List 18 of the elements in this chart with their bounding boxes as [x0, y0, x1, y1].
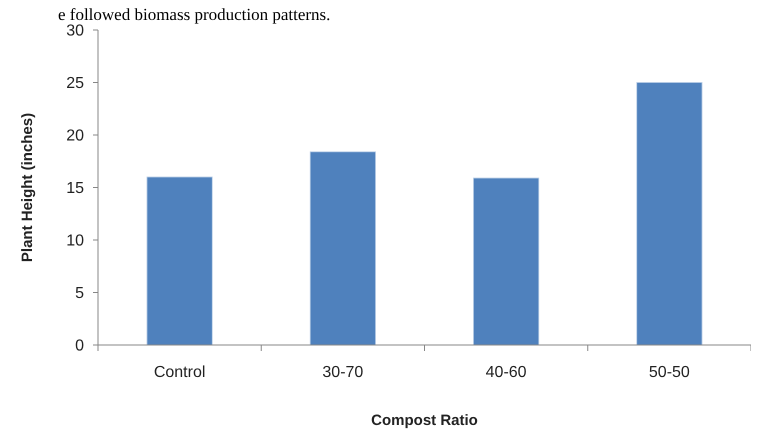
y-tick-label: 5	[75, 285, 84, 302]
x-tick-label: Control	[154, 364, 206, 381]
bar	[473, 178, 540, 346]
bar	[636, 82, 702, 346]
y-tick-label: 20	[66, 128, 84, 145]
y-axis-title: Plant Height (inches)	[19, 112, 36, 262]
y-tick-label: 0	[75, 338, 84, 355]
y-tick-label: 30	[66, 22, 84, 40]
x-tick-label: 50-50	[648, 364, 690, 381]
y-tick-label: 10	[66, 232, 84, 250]
y-tick-label: 15	[66, 180, 84, 198]
text: e followed biomass production patterns.	[58, 5, 330, 24]
x-tick-label: 40-60	[486, 364, 527, 381]
x-tick-label: 30-70	[322, 364, 364, 381]
bar	[146, 176, 213, 346]
x-axis-title: Compost Ratio	[371, 412, 478, 429]
bar	[310, 151, 376, 346]
y-tick-label: 25	[66, 75, 84, 92]
